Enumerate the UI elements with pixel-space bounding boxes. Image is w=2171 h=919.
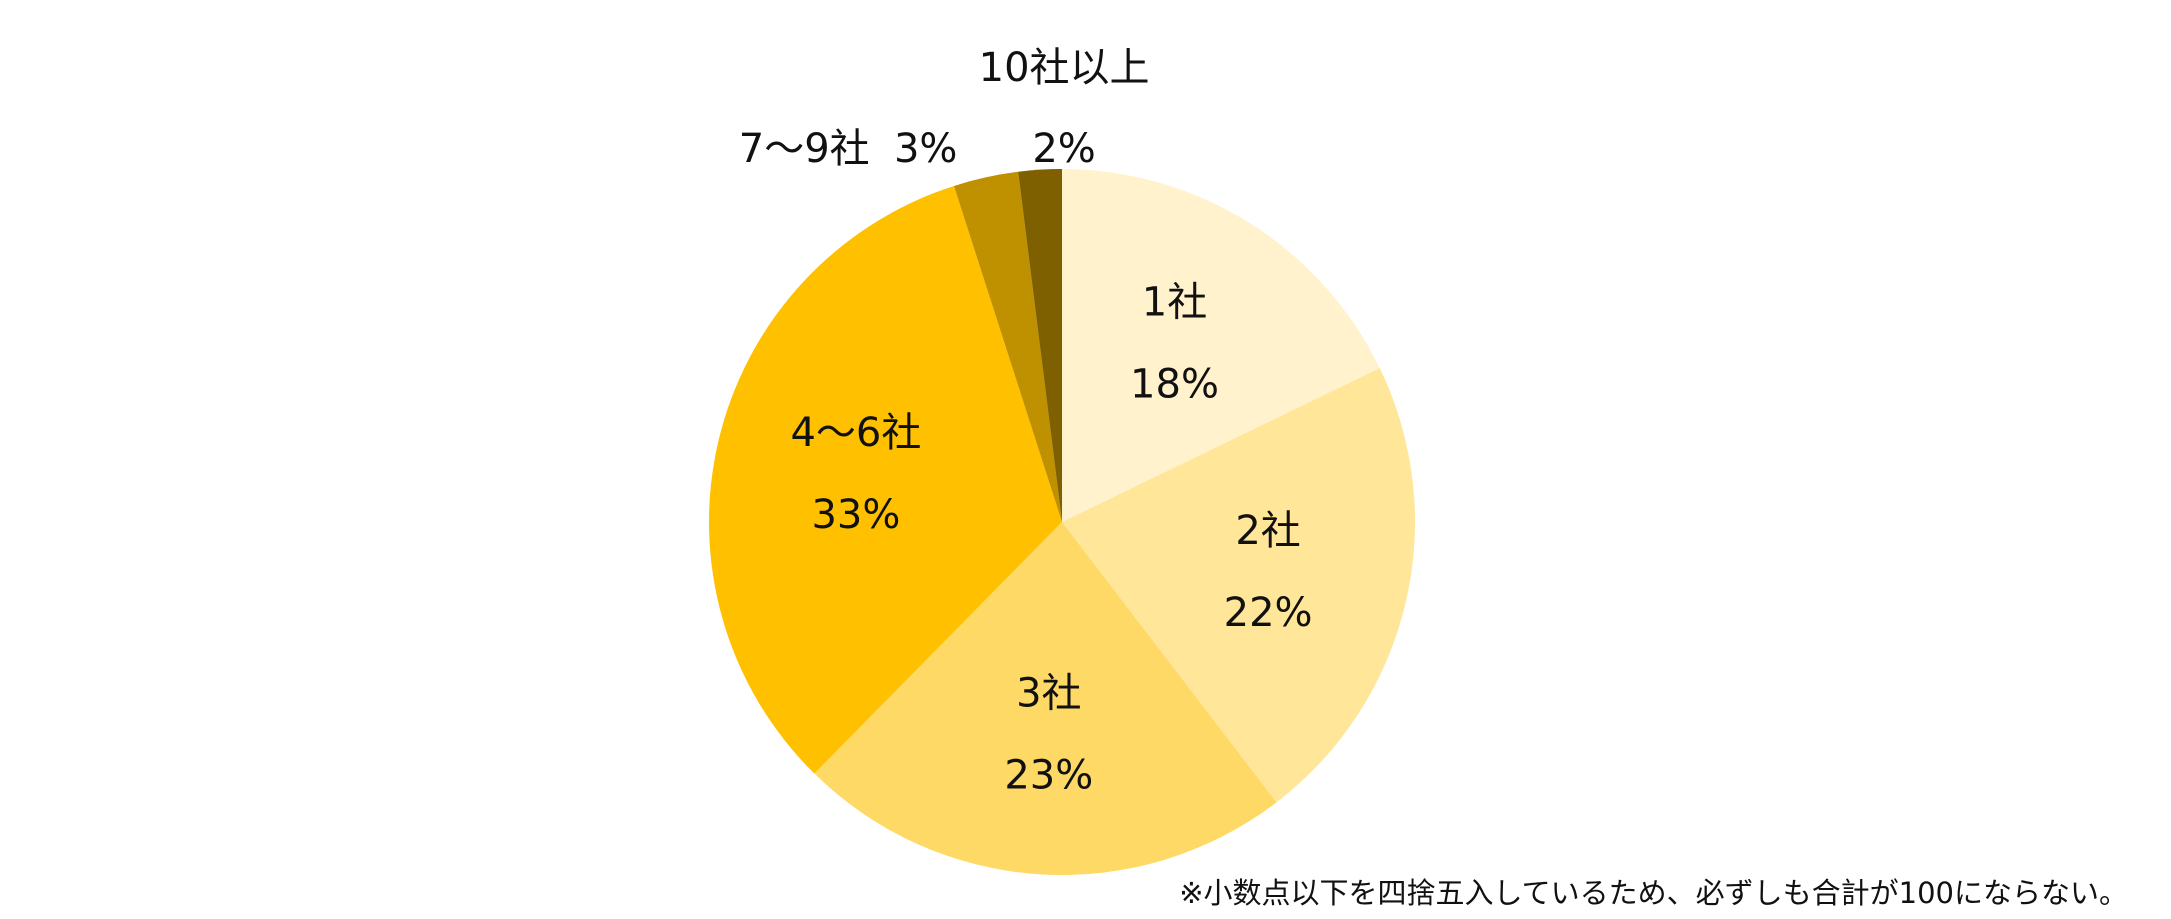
pie-slice-2: [1062, 368, 1415, 803]
slice-value-label-3: 23%: [1004, 752, 1093, 798]
slice-value-label-4: 33%: [811, 492, 900, 538]
slice-label-3: 3社: [1016, 670, 1081, 716]
slice-label-2: 2社: [1235, 508, 1300, 554]
slice-value-label-1: 18%: [1130, 362, 1219, 408]
footnote: ※小数点以下を四捨五入しているため、必ずしも合計が100にならない。: [1179, 876, 2128, 910]
pie-slice-3: [814, 522, 1277, 875]
pie-slice-5: [953, 171, 1062, 523]
slice-value-label-6: 2%: [1032, 126, 1095, 172]
slice-label-4: 4～6社: [790, 410, 921, 456]
slice-labels: 1社 18% 2社 22% 3社 23% 4～6社 33% 7～9社 3% 10社以上 2%: [739, 45, 1313, 798]
pie-slices: [709, 168, 1415, 875]
slice-label-5: 7～9社: [739, 126, 870, 172]
slice-value-label-2: 22%: [1224, 590, 1313, 636]
pie-slice-6: [1018, 169, 1062, 522]
slice-label-1: 1社: [1142, 280, 1207, 326]
pie-slice-1: [1062, 168, 1380, 522]
slice-label-6: 10社以上: [979, 45, 1150, 91]
slice-value-label-5: 3%: [894, 126, 957, 172]
pie-slice-4: [709, 185, 1062, 774]
